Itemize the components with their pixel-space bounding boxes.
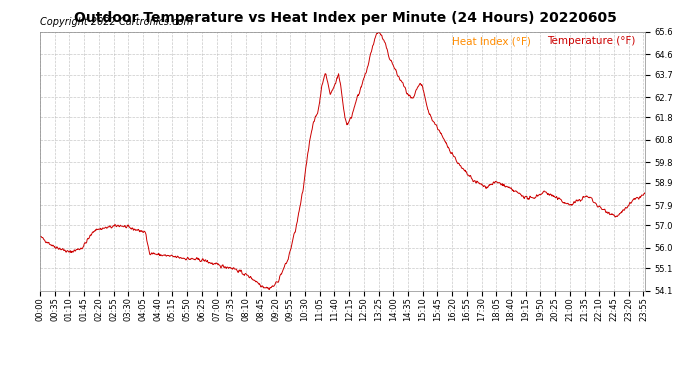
Text: Copyright 2022 Cartronics.com: Copyright 2022 Cartronics.com [40,17,193,27]
Text: Outdoor Temperature vs Heat Index per Minute (24 Hours) 20220605: Outdoor Temperature vs Heat Index per Mi… [74,11,616,25]
Legend: Heat Index (°F), Temperature (°F): Heat Index (°F), Temperature (°F) [434,32,640,50]
